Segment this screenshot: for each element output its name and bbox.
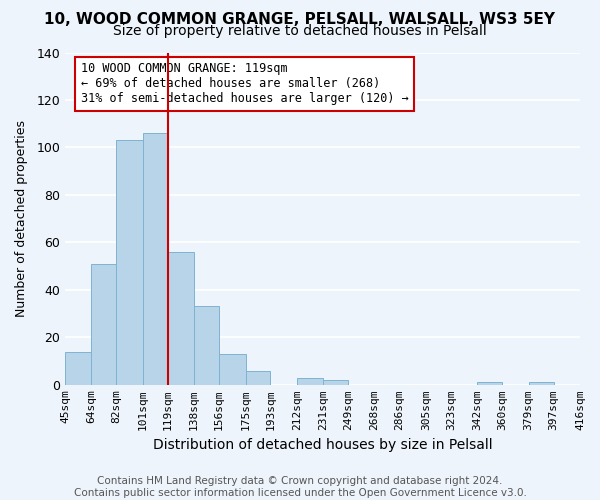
Bar xyxy=(219,354,245,385)
Bar xyxy=(477,382,502,385)
Bar xyxy=(245,370,271,385)
Bar xyxy=(323,380,348,385)
Text: Contains HM Land Registry data © Crown copyright and database right 2024.
Contai: Contains HM Land Registry data © Crown c… xyxy=(74,476,526,498)
Bar xyxy=(116,140,143,385)
Bar xyxy=(168,252,194,385)
X-axis label: Distribution of detached houses by size in Pelsall: Distribution of detached houses by size … xyxy=(153,438,493,452)
Bar xyxy=(143,133,168,385)
Bar xyxy=(91,264,116,385)
Bar xyxy=(529,382,554,385)
Text: 10, WOOD COMMON GRANGE, PELSALL, WALSALL, WS3 5EY: 10, WOOD COMMON GRANGE, PELSALL, WALSALL… xyxy=(44,12,556,26)
Text: 10 WOOD COMMON GRANGE: 119sqm
← 69% of detached houses are smaller (268)
31% of : 10 WOOD COMMON GRANGE: 119sqm ← 69% of d… xyxy=(80,62,408,106)
Bar xyxy=(194,306,219,385)
Bar xyxy=(65,352,91,385)
Text: Size of property relative to detached houses in Pelsall: Size of property relative to detached ho… xyxy=(113,24,487,38)
Bar xyxy=(297,378,323,385)
Y-axis label: Number of detached properties: Number of detached properties xyxy=(15,120,28,317)
